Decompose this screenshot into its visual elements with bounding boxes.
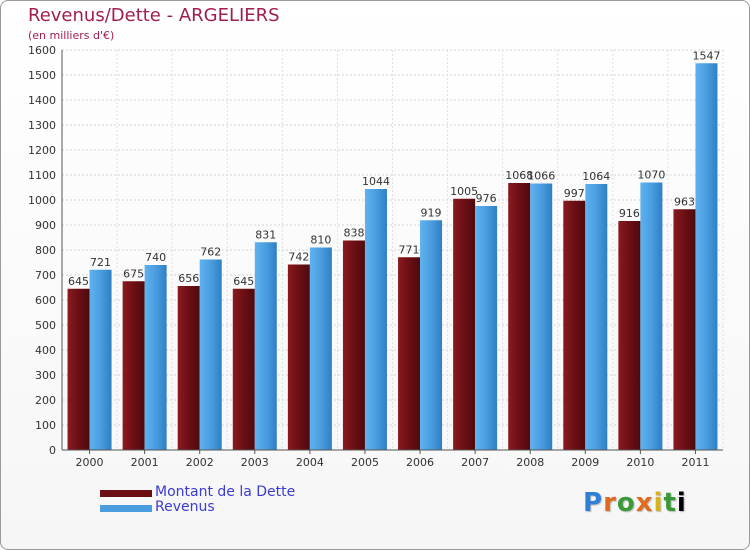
data-label-revenus: 1547 (692, 49, 720, 62)
data-label-revenus: 1070 (637, 169, 665, 182)
y-tick-label: 700 (35, 269, 56, 282)
y-tick-label: 1600 (28, 44, 56, 57)
x-tick-label: 2005 (351, 456, 379, 469)
x-tick-label: 2000 (76, 456, 104, 469)
x-tick-label: 2002 (186, 456, 214, 469)
y-tick-label: 0 (49, 444, 56, 457)
y-tick-label: 200 (35, 394, 56, 407)
y-tick-label: 1500 (28, 69, 56, 82)
bar-revenus (309, 247, 332, 450)
bar-dette (232, 288, 255, 450)
data-label-dette: 645 (68, 275, 89, 288)
bar-revenus (144, 265, 167, 450)
bar-dette (563, 200, 586, 450)
chart-subtitle: (en milliers d'€) (28, 29, 115, 42)
bar-revenus (254, 242, 277, 450)
legend-swatch-revenus (100, 505, 152, 512)
bar-dette (453, 198, 476, 450)
data-label-dette: 997 (564, 187, 585, 200)
data-label-revenus: 740 (145, 251, 166, 264)
x-tick-label: 2009 (571, 456, 599, 469)
data-label-dette: 1005 (450, 185, 478, 198)
data-label-dette: 916 (619, 207, 640, 220)
x-tick-label: 2007 (461, 456, 489, 469)
data-label-dette: 963 (674, 195, 695, 208)
data-label-dette: 742 (288, 251, 309, 264)
data-label-revenus: 831 (255, 228, 276, 241)
bar-dette (673, 209, 696, 450)
x-tick-label: 2003 (241, 456, 269, 469)
y-tick-label: 1400 (28, 94, 56, 107)
bar-dette (342, 240, 365, 450)
data-label-revenus: 1044 (362, 175, 390, 188)
y-tick-label: 1200 (28, 144, 56, 157)
y-tick-label: 500 (35, 319, 56, 332)
y-tick-label: 900 (35, 219, 56, 232)
bar-dette (67, 288, 90, 450)
x-tick-label: 2004 (296, 456, 324, 469)
legend-label-revenus: Revenus (155, 499, 215, 515)
y-tick-label: 1000 (28, 194, 56, 207)
x-tick-label: 2010 (626, 456, 654, 469)
bar-revenus (585, 184, 608, 450)
bar-dette (508, 183, 531, 450)
data-label-revenus: 919 (421, 206, 442, 219)
x-tick-label: 2008 (516, 456, 544, 469)
bar-dette (122, 281, 145, 450)
y-tick-label: 600 (35, 294, 56, 307)
data-label-dette: 771 (399, 243, 420, 256)
legend-swatch-dette (100, 490, 152, 497)
data-label-dette: 645 (233, 275, 254, 288)
data-label-dette: 656 (178, 272, 199, 285)
y-tick-label: 1300 (28, 119, 56, 132)
proxiti-logo: Proxiti (583, 488, 687, 518)
bar-revenus (695, 63, 718, 450)
bar-revenus (89, 269, 112, 450)
bar-revenus (530, 183, 553, 450)
y-tick-label: 100 (35, 419, 56, 432)
data-label-revenus: 762 (200, 246, 221, 259)
data-label-revenus: 721 (90, 256, 111, 269)
bar-dette (398, 257, 421, 450)
bar-revenus (364, 189, 387, 450)
bar-dette (177, 286, 200, 450)
bar-revenus (640, 182, 663, 450)
chart-title: Revenus/Dette - ARGELIERS (28, 5, 280, 26)
data-label-revenus: 976 (476, 192, 497, 205)
data-label-dette: 675 (123, 267, 144, 280)
data-label-dette: 838 (343, 227, 364, 240)
bar-revenus (199, 259, 222, 450)
bar-revenus (420, 220, 443, 450)
data-label-revenus: 810 (310, 234, 331, 247)
y-tick-label: 400 (35, 344, 56, 357)
x-tick-label: 2006 (406, 456, 434, 469)
data-label-revenus: 1064 (582, 170, 610, 183)
x-tick-label: 2011 (681, 456, 709, 469)
data-label-revenus: 1066 (527, 170, 555, 183)
data-label-dette: 1068 (505, 169, 533, 182)
x-tick-label: 2001 (131, 456, 159, 469)
legend-label-dette: Montant de la Dette (155, 484, 296, 500)
bar-dette (287, 264, 310, 450)
bar-revenus (475, 206, 498, 450)
y-tick-label: 1100 (28, 169, 56, 182)
y-tick-label: 300 (35, 369, 56, 382)
bar-dette (618, 221, 641, 450)
y-tick-label: 800 (35, 244, 56, 257)
